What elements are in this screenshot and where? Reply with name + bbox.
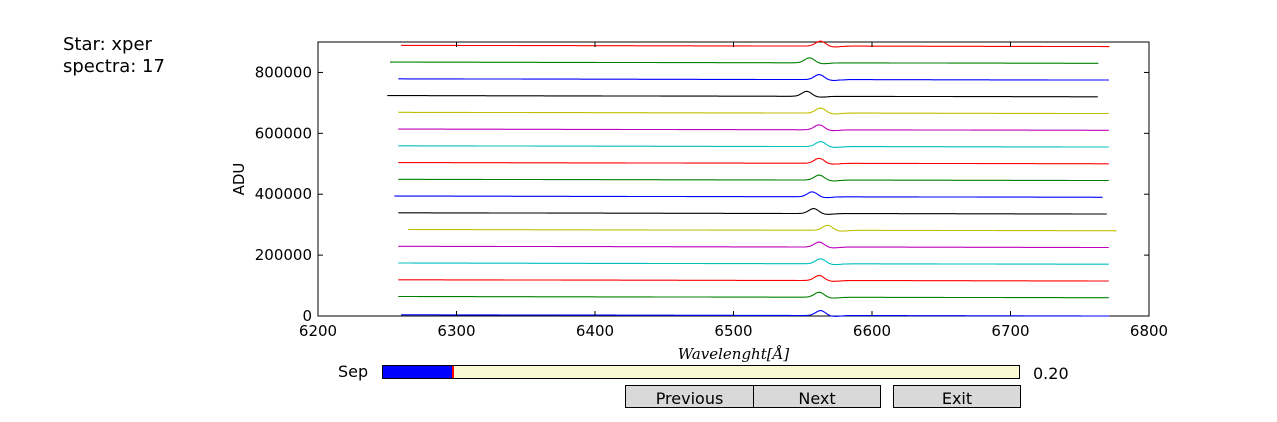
spectrum-line-15 bbox=[398, 74, 1109, 81]
spectrum-line-12 bbox=[398, 124, 1109, 132]
x-tick-label: 6700 bbox=[991, 322, 1029, 340]
x-tick-label: 6200 bbox=[299, 322, 337, 340]
x-axis-label: Wavelenght[Å] bbox=[678, 345, 790, 363]
spectrum-line-4 bbox=[398, 258, 1109, 266]
star-name: Star: xper bbox=[63, 34, 152, 55]
x-tick-label: 6300 bbox=[437, 322, 475, 340]
spectrum-line-8 bbox=[394, 191, 1103, 199]
spectrum-line-10 bbox=[398, 157, 1109, 165]
star-info: Star: xper spectra: 17 bbox=[63, 34, 165, 78]
x-tick-label: 6800 bbox=[1130, 322, 1168, 340]
spectrum-line-9 bbox=[398, 174, 1109, 182]
x-tick-label: 6600 bbox=[853, 322, 891, 340]
y-tick-label: 800000 bbox=[255, 63, 312, 81]
spectrum-line-16 bbox=[390, 57, 1099, 65]
y-axis-label: ADU bbox=[230, 163, 248, 196]
spectrum-line-13 bbox=[398, 107, 1109, 115]
y-tick-label: 400000 bbox=[255, 185, 312, 203]
sep-slider-marker[interactable] bbox=[451, 366, 454, 378]
next-button[interactable]: Next bbox=[753, 385, 881, 408]
spectrum-line-1 bbox=[401, 309, 1110, 317]
spectrum-line-7 bbox=[398, 207, 1107, 215]
previous-button[interactable]: Previous bbox=[625, 385, 754, 408]
spectrum-line-5 bbox=[398, 241, 1109, 249]
y-tick-label: 0 bbox=[302, 307, 312, 325]
spectrum-line-17 bbox=[401, 40, 1110, 48]
spectra-chart: 6200 6300 6400 6500 6600 6700 6800 0 200000 40000… bbox=[230, 40, 1168, 363]
x-tick-label: 6500 bbox=[714, 322, 752, 340]
sep-slider-label: Sep bbox=[338, 362, 369, 381]
exit-button[interactable]: Exit bbox=[893, 385, 1021, 408]
sep-slider-value: 0.20 bbox=[1033, 364, 1069, 383]
spectrum-line-11 bbox=[398, 141, 1109, 148]
sep-slider-fill bbox=[383, 366, 453, 378]
x-tick-label: 6400 bbox=[576, 322, 614, 340]
sep-slider[interactable] bbox=[382, 365, 1020, 379]
spectra-count: spectra: 17 bbox=[63, 56, 165, 77]
y-tick-label: 600000 bbox=[255, 124, 312, 142]
spectrum-line-3 bbox=[398, 275, 1109, 282]
spectrum-line-2 bbox=[398, 291, 1109, 299]
spectrum-line-6 bbox=[408, 224, 1117, 232]
y-tick-label: 200000 bbox=[255, 246, 312, 264]
spectrum-line-14 bbox=[387, 90, 1098, 98]
